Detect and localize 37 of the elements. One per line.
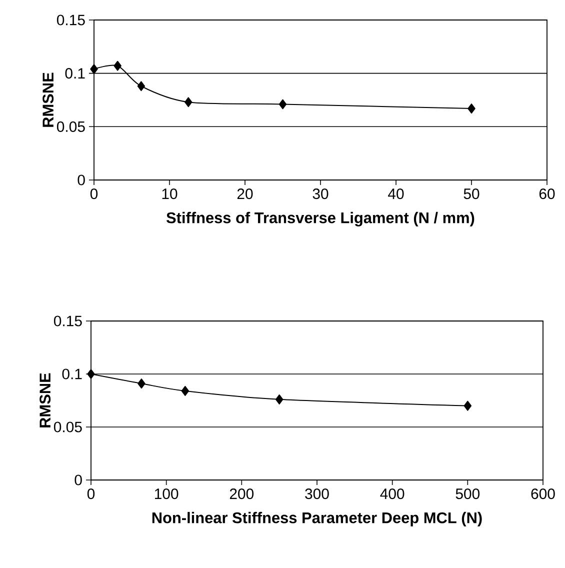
y-tick-label: 0 [78, 174, 85, 186]
point [184, 97, 192, 108]
point [90, 64, 98, 74]
x-tick-label: 100 [155, 488, 178, 500]
x-tick-label: 10 [162, 188, 178, 200]
y-tick-label: 0.1 [65, 68, 85, 79]
x-tick-label: 400 [380, 488, 404, 500]
x-tick-label: 600 [531, 488, 555, 500]
x-tick-label: 500 [456, 488, 480, 500]
point [137, 81, 146, 92]
x-tick-label: 20 [237, 188, 253, 200]
point [87, 368, 95, 379]
point [138, 378, 146, 389]
y-tick-label: 0.15 [54, 316, 82, 326]
x-tick-label: 60 [539, 188, 555, 200]
y-axis-title: RMSNE [40, 373, 51, 428]
point [114, 60, 122, 71]
point [181, 386, 190, 396]
y-tick-label: 0.05 [54, 422, 82, 432]
point [275, 394, 284, 404]
y-tick-label: 0.1 [62, 368, 82, 380]
x-tick-label: 200 [230, 488, 254, 500]
x-tick-label: 30 [312, 188, 328, 200]
x-tick-label: 0 [87, 488, 95, 500]
y-tick-label: 0 [74, 474, 82, 486]
point [468, 104, 476, 114]
y-tick-label: 0.15 [56, 14, 85, 26]
x-axis-title: Non-linear Stiffness Parameter Deep MCL (N) [152, 512, 482, 526]
point [464, 400, 472, 411]
y-axis-title: RMSNE [42, 72, 54, 127]
x-tick-label: 40 [388, 188, 404, 200]
point [278, 99, 287, 110]
x-axis-title: Stiffness of Transverse Ligament (N / mm) [166, 212, 474, 226]
y-tick-label: 0.05 [56, 121, 85, 132]
x-tick-label: 300 [305, 488, 329, 500]
x-tick-label: 50 [464, 188, 480, 200]
x-tick-label: 0 [90, 188, 98, 200]
